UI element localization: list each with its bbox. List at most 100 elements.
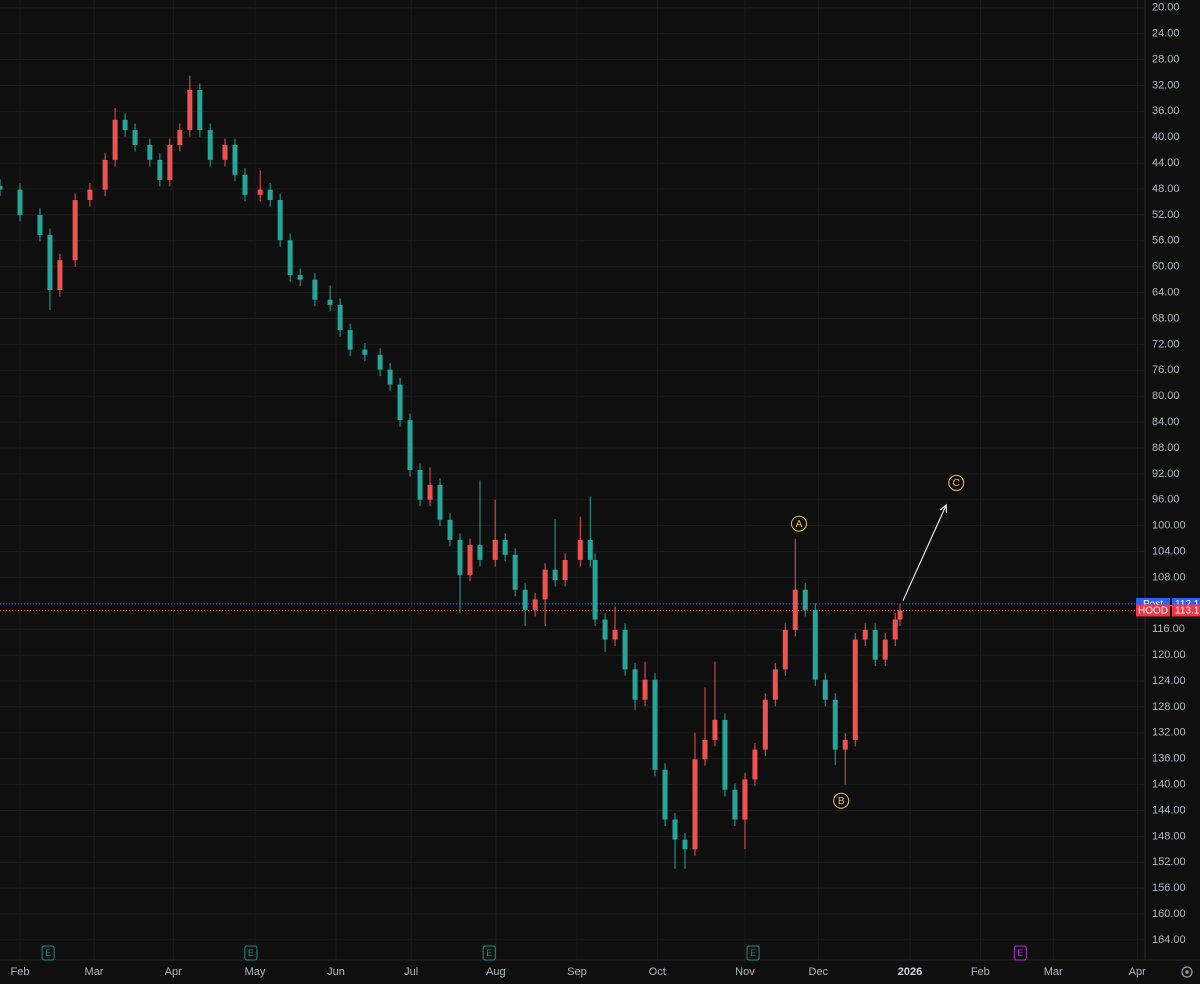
candle-body <box>57 260 63 291</box>
y-tick-label: 104.00 <box>1152 545 1186 557</box>
arrow-line <box>902 504 947 601</box>
y-tick-label: 108.00 <box>1152 571 1186 583</box>
candle-body <box>87 189 93 201</box>
settings-icon[interactable] <box>1181 966 1193 978</box>
candle-body <box>872 629 878 660</box>
price-tag-value: 113.1 <box>1175 606 1200 617</box>
candle-body <box>612 629 618 640</box>
x-tick-label: Feb <box>10 966 29 978</box>
candle-body <box>492 539 498 560</box>
candle-body <box>312 279 318 300</box>
candle-body <box>672 819 678 840</box>
settings-icon-dot <box>1185 970 1189 974</box>
y-tick-label: 60.00 <box>1152 261 1180 273</box>
y-tick-label: 88.00 <box>1152 442 1180 454</box>
candle-body <box>362 349 368 355</box>
y-tick-label: 56.00 <box>1152 235 1180 247</box>
y-tick-label: 80.00 <box>1152 390 1180 402</box>
candle-body <box>892 619 898 640</box>
candle-body <box>842 739 848 750</box>
y-tick-label: 144.00 <box>1152 804 1186 816</box>
y-tick-label: 160.00 <box>1152 908 1186 920</box>
candle-body <box>622 629 628 670</box>
x-tick-label: Jun <box>327 966 345 978</box>
candle-body <box>337 304 343 331</box>
y-tick-label: 120.00 <box>1152 649 1186 661</box>
y-tick-label: 40.00 <box>1152 131 1180 143</box>
candle-body <box>387 369 393 385</box>
y-tick-label: 48.00 <box>1152 183 1180 195</box>
candle-body <box>242 174 248 195</box>
candle-body <box>147 145 153 160</box>
y-tick-label: 164.00 <box>1152 934 1186 946</box>
candle-body <box>167 145 173 180</box>
candle-body <box>347 330 353 350</box>
y-tick-label: 84.00 <box>1152 416 1180 428</box>
candle-body <box>502 539 508 555</box>
candle-body <box>287 240 293 276</box>
candle-body <box>437 484 443 520</box>
candle-body <box>37 214 43 235</box>
y-tick-label: 136.00 <box>1152 753 1186 765</box>
y-tick-label: 20.00 <box>1152 2 1180 14</box>
candle-body <box>632 669 638 700</box>
annotation-label: B <box>838 796 845 807</box>
candle-body <box>122 119 128 131</box>
candle-body <box>532 599 538 610</box>
candle-body <box>662 769 668 820</box>
candle-body <box>592 559 598 620</box>
candle-body <box>542 569 548 600</box>
event-marker <box>41 945 55 961</box>
candle-body <box>512 554 518 590</box>
y-tick-label: 52.00 <box>1152 209 1180 221</box>
candle-body <box>897 610 903 620</box>
x-tick-label: Mar <box>1044 966 1063 978</box>
candle-body <box>232 145 238 175</box>
y-tick-label: 72.00 <box>1152 338 1180 350</box>
candle-body <box>112 119 118 160</box>
candle-body <box>722 719 728 790</box>
annotation-label: C <box>953 478 960 489</box>
candle-body <box>682 839 688 850</box>
candle-body <box>47 234 53 291</box>
candle-body <box>102 159 108 190</box>
event-label: E <box>45 948 51 958</box>
candle-body <box>792 589 798 630</box>
annotation-circle <box>948 474 965 491</box>
candle-body <box>207 130 213 160</box>
annotation-circle <box>790 515 807 532</box>
x-tick-label: Mar <box>85 966 104 978</box>
candle-body <box>702 739 708 760</box>
y-tick-label: 28.00 <box>1152 53 1180 65</box>
annotation-circle <box>833 792 850 809</box>
candle-body <box>742 779 748 820</box>
candle-body <box>407 420 413 470</box>
y-tick-label: 132.00 <box>1152 727 1186 739</box>
candle-body <box>642 679 648 700</box>
event-marker <box>244 945 258 961</box>
candle-body <box>552 569 558 581</box>
y-tick-label: 116.00 <box>1152 623 1185 635</box>
candle-body <box>467 545 473 575</box>
price-tag-name: HOOD <box>1138 606 1168 617</box>
event-label: E <box>1017 948 1023 958</box>
price-tag-value-box <box>1172 604 1200 617</box>
candle-body <box>692 759 698 850</box>
candle-body <box>157 159 163 180</box>
candle-body <box>277 200 283 241</box>
y-tick-label: 148.00 <box>1152 830 1186 842</box>
y-tick-label: 152.00 <box>1152 856 1186 868</box>
candle-body <box>587 539 593 560</box>
y-tick-label: 128.00 <box>1152 701 1186 713</box>
candle-body <box>327 299 333 305</box>
event-marker <box>1013 945 1027 961</box>
x-tick-label: Aug <box>486 966 506 978</box>
candle-body <box>177 130 183 146</box>
candle-body <box>712 719 718 740</box>
candle-body <box>852 639 858 740</box>
x-tick-label: 2026 <box>898 966 922 978</box>
y-tick-label: 32.00 <box>1152 79 1180 91</box>
event-label: E <box>486 948 492 958</box>
